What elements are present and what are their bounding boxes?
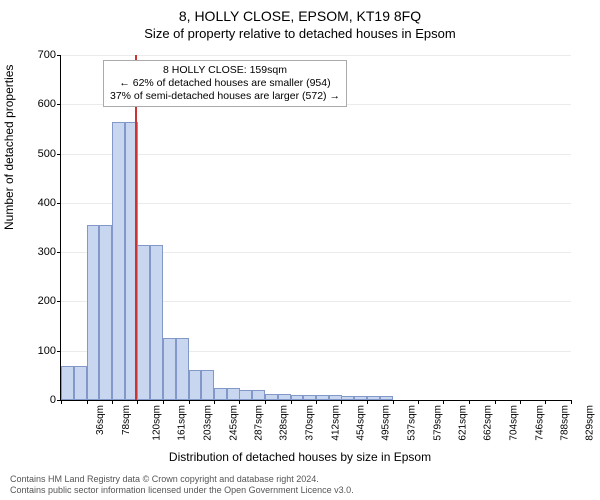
ytick-mark	[57, 252, 61, 253]
xtick-mark	[61, 400, 62, 404]
histogram-bar	[265, 394, 278, 400]
y-axis-label: Number of detached properties	[2, 65, 16, 230]
xtick-label: 704sqm	[509, 405, 520, 441]
footer-attribution: Contains HM Land Registry data © Crown c…	[10, 474, 354, 496]
xtick-mark	[469, 400, 470, 404]
histogram-bar	[176, 338, 189, 400]
histogram-bar	[150, 245, 163, 400]
xtick-label: 328sqm	[279, 405, 290, 441]
histogram-bar	[303, 395, 316, 400]
xtick-mark	[189, 400, 190, 404]
xtick-label: 621sqm	[458, 405, 469, 441]
x-axis-label: Distribution of detached houses by size …	[0, 450, 600, 464]
xtick-mark	[87, 400, 88, 404]
ytick-mark	[57, 351, 61, 352]
xtick-label: 287sqm	[254, 405, 265, 441]
xtick-mark	[393, 400, 394, 404]
histogram-bar	[329, 395, 342, 400]
histogram-bar	[367, 396, 380, 400]
chart-area: 010020030040050060070036sqm78sqm120sqm16…	[60, 55, 570, 400]
xtick-mark	[265, 400, 266, 404]
xtick-label: 829sqm	[585, 405, 596, 441]
ytick-mark	[57, 154, 61, 155]
annotation-line: 8 HOLLY CLOSE: 159sqm	[110, 64, 340, 77]
histogram-bar	[99, 225, 112, 400]
ytick-label: 200	[26, 295, 56, 307]
xtick-mark	[495, 400, 496, 404]
histogram-bar	[380, 396, 393, 400]
xtick-mark	[214, 400, 215, 404]
histogram-bar	[61, 366, 74, 401]
xtick-label: 495sqm	[381, 405, 392, 441]
plot-region: 010020030040050060070036sqm78sqm120sqm16…	[60, 55, 571, 401]
ytick-label: 100	[26, 345, 56, 357]
ytick-mark	[57, 203, 61, 204]
xtick-label: 537sqm	[407, 405, 418, 441]
xtick-mark	[418, 400, 419, 404]
ytick-label: 500	[26, 148, 56, 160]
xtick-mark	[443, 400, 444, 404]
histogram-bar	[201, 370, 214, 400]
histogram-bar	[74, 366, 87, 401]
xtick-mark	[367, 400, 368, 404]
ytick-mark	[57, 301, 61, 302]
histogram-bar	[87, 225, 100, 400]
xtick-mark	[291, 400, 292, 404]
xtick-label: 746sqm	[534, 405, 545, 441]
xtick-mark	[571, 400, 572, 404]
ytick-label: 600	[26, 98, 56, 110]
xtick-mark	[316, 400, 317, 404]
histogram-bar	[227, 388, 240, 400]
ytick-mark	[57, 55, 61, 56]
histogram-bar	[278, 394, 291, 400]
xtick-mark	[520, 400, 521, 404]
footer-line: Contains public sector information licen…	[10, 485, 354, 496]
ytick-label: 400	[26, 197, 56, 209]
annotation-box: 8 HOLLY CLOSE: 159sqm← 62% of detached h…	[103, 60, 347, 107]
xtick-label: 662sqm	[483, 405, 494, 441]
xtick-label: 245sqm	[228, 405, 239, 441]
histogram-bar	[341, 396, 354, 400]
xtick-label: 370sqm	[305, 405, 316, 441]
histogram-bar	[112, 122, 125, 400]
xtick-mark	[163, 400, 164, 404]
ytick-label: 0	[26, 394, 56, 406]
xtick-label: 161sqm	[177, 405, 188, 441]
xtick-label: 579sqm	[432, 405, 443, 441]
annotation-line: ← 62% of detached houses are smaller (95…	[110, 77, 340, 90]
footer-line: Contains HM Land Registry data © Crown c…	[10, 474, 354, 485]
ytick-mark	[57, 104, 61, 105]
annotation-line: 37% of semi-detached houses are larger (…	[110, 90, 340, 103]
chart-container: 8, HOLLY CLOSE, EPSOM, KT19 8FQ Size of …	[0, 0, 600, 500]
xtick-mark	[341, 400, 342, 404]
histogram-bar	[163, 338, 176, 400]
xtick-label: 120sqm	[152, 405, 163, 441]
xtick-label: 412sqm	[330, 405, 341, 441]
histogram-bar	[214, 388, 227, 400]
xtick-mark	[239, 400, 240, 404]
xtick-label: 203sqm	[203, 405, 214, 441]
ytick-label: 300	[26, 246, 56, 258]
histogram-bar	[316, 395, 329, 400]
histogram-bar	[252, 390, 265, 400]
histogram-bar	[291, 395, 304, 400]
xtick-label: 788sqm	[560, 405, 571, 441]
histogram-bar	[239, 390, 252, 400]
histogram-bar	[354, 396, 367, 400]
histogram-bar	[137, 245, 150, 400]
title-main: 8, HOLLY CLOSE, EPSOM, KT19 8FQ	[0, 0, 600, 24]
xtick-label: 36sqm	[95, 405, 106, 435]
ytick-label: 700	[26, 49, 56, 61]
xtick-label: 78sqm	[121, 405, 132, 435]
gridline	[61, 55, 571, 56]
xtick-mark	[545, 400, 546, 404]
xtick-mark	[137, 400, 138, 404]
histogram-bar	[189, 370, 202, 400]
title-sub: Size of property relative to detached ho…	[0, 24, 600, 41]
xtick-label: 454sqm	[356, 405, 367, 441]
xtick-mark	[112, 400, 113, 404]
